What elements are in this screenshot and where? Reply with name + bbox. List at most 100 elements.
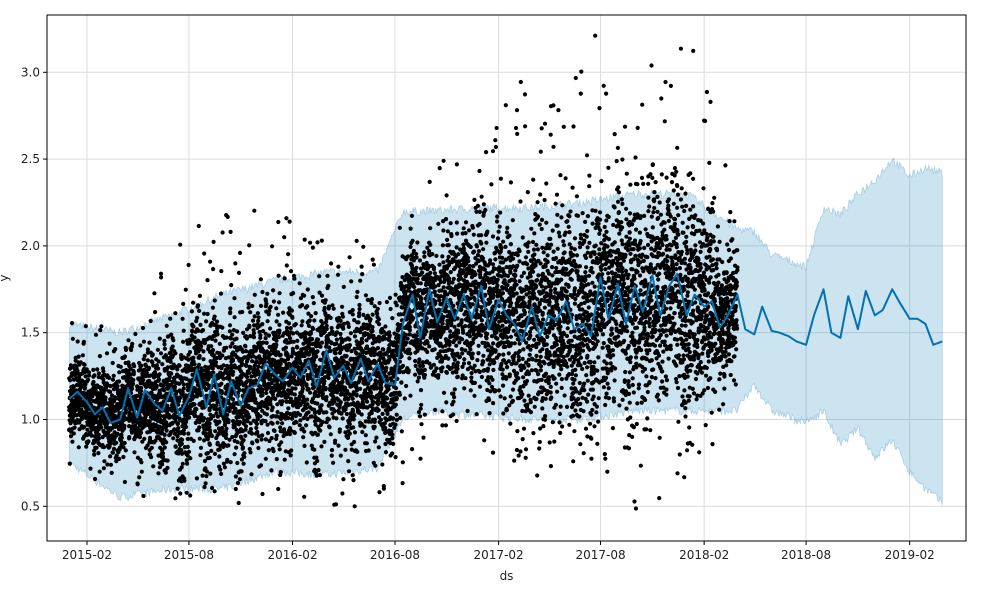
observed-point (101, 445, 107, 450)
observed-point (212, 489, 217, 494)
observed-point (400, 460, 405, 465)
observed-point (291, 339, 296, 344)
observed-point (181, 301, 186, 306)
observed-point (347, 343, 352, 348)
observed-point (455, 360, 460, 365)
observed-point (418, 456, 423, 461)
observed-point (465, 408, 470, 414)
observed-point (202, 341, 207, 346)
observed-point (390, 349, 395, 354)
observed-point (232, 315, 237, 320)
observed-point (139, 363, 144, 368)
observed-point (350, 473, 355, 478)
observed-point (187, 415, 192, 420)
observed-point (170, 344, 175, 349)
observed-point (282, 235, 287, 240)
observed-point (173, 496, 178, 501)
observed-point (76, 445, 81, 450)
observed-point (434, 253, 439, 258)
observed-point (215, 398, 220, 403)
observed-point (95, 367, 100, 372)
observed-point (149, 455, 154, 460)
observed-point (230, 358, 236, 363)
observed-point (358, 330, 363, 335)
observed-point (85, 379, 90, 384)
observed-point (129, 386, 135, 391)
observed-point (189, 309, 194, 314)
observed-point (340, 491, 345, 496)
observed-point (370, 257, 375, 262)
observed-point (335, 272, 341, 277)
observed-point (302, 494, 307, 499)
observed-point (247, 415, 252, 420)
observed-point (315, 349, 320, 354)
observed-point (173, 311, 178, 316)
observed-point (357, 376, 362, 382)
observed-point (302, 429, 307, 434)
observed-point (258, 277, 263, 282)
observed-point (398, 415, 403, 420)
observed-point (208, 259, 213, 264)
observed-point (460, 337, 465, 342)
observed-point (400, 481, 405, 486)
observed-point (463, 289, 468, 294)
observed-point (451, 412, 456, 417)
observed-point (394, 396, 399, 401)
observed-point (116, 379, 122, 384)
observed-point (233, 261, 238, 266)
observed-point (219, 269, 224, 274)
observed-point (315, 458, 320, 464)
observed-point (227, 323, 233, 328)
observed-point (186, 357, 191, 362)
observed-point (171, 436, 176, 441)
observed-point (159, 275, 164, 280)
observed-point (266, 448, 271, 453)
observed-point (270, 405, 275, 410)
observed-point (414, 251, 419, 257)
observed-point (234, 445, 239, 450)
observed-point (188, 493, 193, 498)
observed-point (383, 336, 388, 341)
observed-point (236, 500, 241, 506)
observed-point (130, 382, 135, 387)
observed-point (160, 448, 165, 453)
observed-point (322, 439, 327, 444)
observed-point (196, 223, 201, 229)
observed-point (278, 361, 283, 366)
observed-point (176, 450, 181, 455)
observed-point (263, 336, 268, 341)
observed-point (412, 284, 417, 290)
observed-point (86, 439, 91, 444)
observed-point (195, 315, 200, 320)
observed-point (260, 491, 265, 497)
observed-point (265, 422, 270, 427)
observed-point (376, 401, 381, 407)
observed-point (373, 439, 378, 444)
observed-point (219, 381, 224, 386)
observed-point (115, 384, 120, 389)
observed-point (451, 276, 456, 281)
observed-point (179, 451, 185, 456)
observed-point (274, 338, 279, 343)
observed-point (198, 341, 203, 346)
observed-point (441, 158, 446, 163)
observed-point (156, 377, 161, 382)
observed-point (184, 461, 190, 466)
observed-point (297, 423, 302, 428)
observed-point (413, 372, 418, 377)
observed-point (419, 402, 424, 407)
observed-point (103, 395, 108, 400)
observed-point (307, 318, 312, 323)
observed-point (213, 338, 218, 343)
observed-point (308, 240, 313, 245)
observed-point (186, 262, 191, 268)
observed-point (314, 354, 319, 359)
observed-point (181, 427, 186, 433)
observed-point (141, 357, 146, 362)
observed-point (212, 451, 218, 456)
observed-point (332, 409, 337, 414)
observed-point (324, 395, 329, 400)
observed-point (185, 453, 190, 458)
observed-point (341, 284, 346, 289)
observed-point (162, 338, 167, 343)
